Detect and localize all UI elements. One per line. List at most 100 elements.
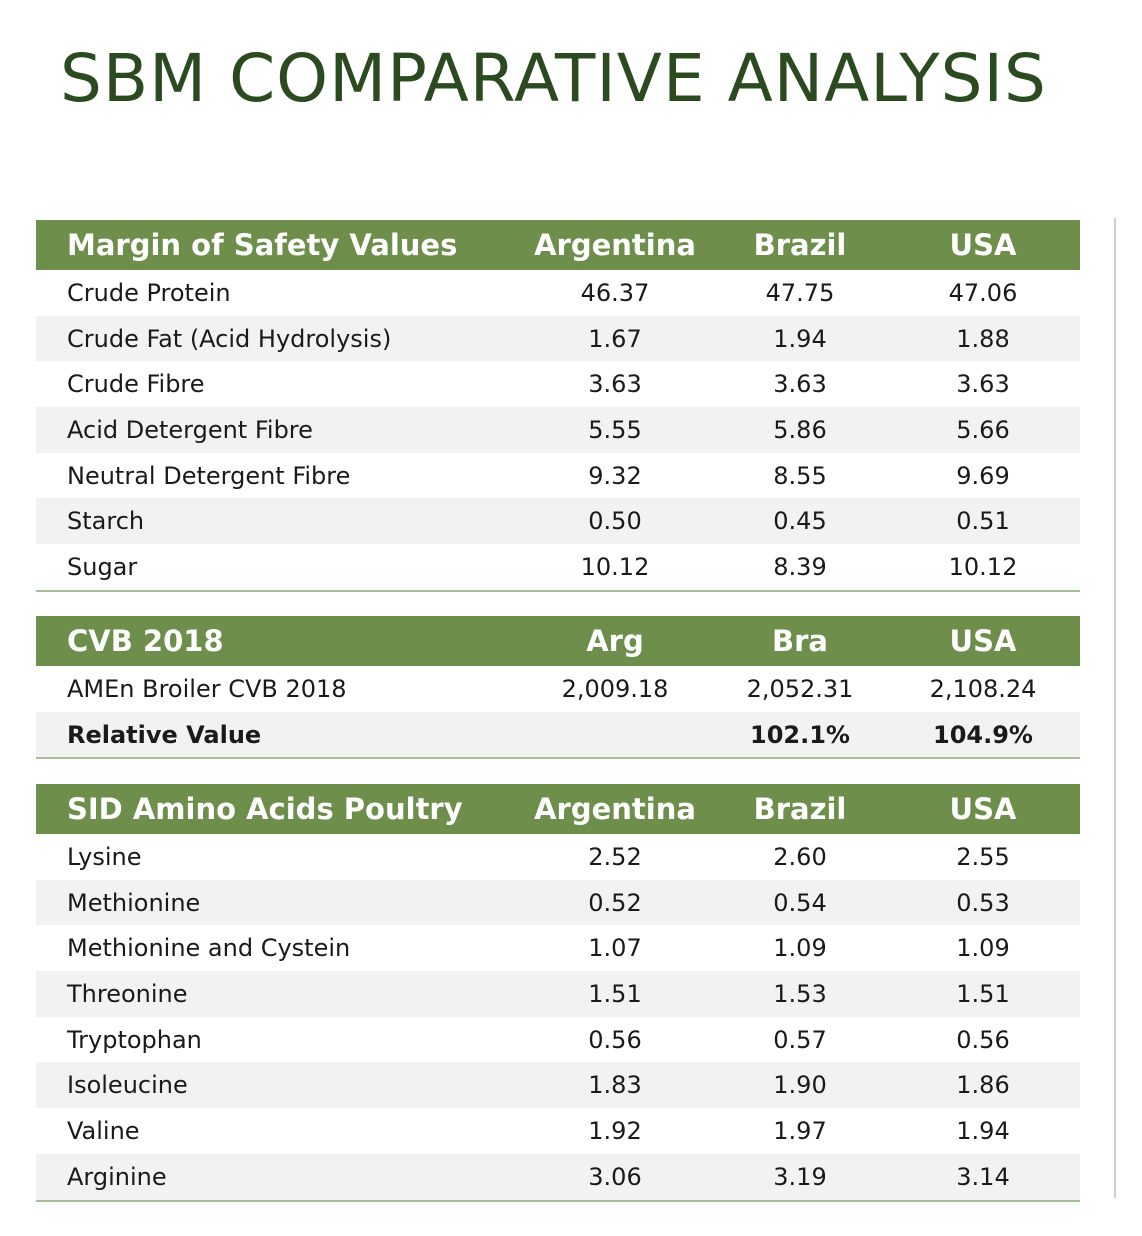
cell-value: 9.32 <box>588 461 642 490</box>
table-row: Methionine 0.52 0.54 0.53 <box>36 879 1080 926</box>
row-label: Lysine <box>67 842 142 871</box>
header-column: USA <box>949 624 1017 658</box>
cell-value: 0.53 <box>956 888 1010 917</box>
cell-value: 9.69 <box>956 461 1010 490</box>
cell-value: 0.57 <box>773 1025 827 1054</box>
row-label: Relative Value <box>67 720 262 749</box>
row-label: Methionine and Cystein <box>67 934 351 963</box>
cell-value: 8.55 <box>773 461 827 490</box>
cell-value: 5.66 <box>956 415 1010 444</box>
table-row: Starch 0.50 0.45 0.51 <box>36 498 1080 545</box>
row-label: AMEn Broiler CVB 2018 <box>67 674 347 703</box>
cell-value: 1.97 <box>773 1116 827 1145</box>
cell-value: 1.53 <box>773 979 827 1008</box>
table-row: Neutral Detergent Fibre 9.32 8.55 9.69 <box>36 453 1080 499</box>
cell-value: 2,052.31 <box>746 674 854 703</box>
cell-value: 8.39 <box>773 552 827 581</box>
cell-value: 5.55 <box>588 415 642 444</box>
header-column: Brazil <box>753 228 847 262</box>
table-row: Crude Protein 46.37 47.75 47.06 <box>36 270 1080 316</box>
cell-value: 1.90 <box>773 1071 827 1100</box>
cell-value: 0.50 <box>588 507 642 536</box>
cell-value: 3.14 <box>956 1162 1010 1191</box>
cell-value: 1.51 <box>588 979 642 1008</box>
sid-amino-acids-table: SID Amino Acids Poultry Argentina Brazil US… <box>36 784 1080 1202</box>
header-column: Brazil <box>753 792 847 826</box>
header-column: Bra <box>772 624 828 658</box>
cell-value: 1.94 <box>773 324 827 353</box>
page-title: SBM COMPARATIVE ANALYSIS <box>60 40 1047 117</box>
table-row: Methionine and Cystein 1.07 1.09 1.09 <box>36 925 1080 971</box>
cell-value: 102.1% <box>750 720 850 749</box>
cell-value: 5.86 <box>773 415 827 444</box>
table-row: Isoleucine 1.83 1.90 1.86 <box>36 1062 1080 1109</box>
table-row: Sugar 10.12 8.39 10.12 <box>36 544 1080 590</box>
cell-value: 47.06 <box>948 278 1018 307</box>
cvb-2018-table: CVB 2018 Arg Bra USA AMEn Broiler CVB 2018 2,… <box>36 616 1080 760</box>
table-row: Threonine 1.51 1.53 1.51 <box>36 971 1080 1017</box>
cell-value: 1.92 <box>588 1116 642 1145</box>
cell-value: 0.45 <box>773 507 827 536</box>
cell-value: 46.37 <box>580 278 650 307</box>
table-header: Margin of Safety Values Argentina Brazil US… <box>36 220 1080 270</box>
row-label: Crude Protein <box>67 278 231 307</box>
header-title: SID Amino Acids Poultry <box>67 792 463 826</box>
cell-value: 0.54 <box>773 888 827 917</box>
cell-value: 2.60 <box>773 842 827 871</box>
header-title: CVB 2018 <box>67 624 224 658</box>
row-label: Methionine <box>67 888 201 917</box>
cell-value: 1.83 <box>588 1071 642 1100</box>
table-row: Valine 1.92 1.97 1.94 <box>36 1108 1080 1154</box>
cell-value: 3.19 <box>773 1162 827 1191</box>
row-label: Starch <box>67 507 145 536</box>
header-title: Margin of Safety Values <box>67 228 458 262</box>
cell-value: 2.55 <box>956 842 1010 871</box>
table-row: Relative Value 102.1% 104.9% <box>36 711 1080 758</box>
cell-value: 1.51 <box>956 979 1010 1008</box>
row-label: Arginine <box>67 1162 167 1191</box>
row-label: Crude Fat (Acid Hydrolysis) <box>67 324 392 353</box>
table-row: Tryptophan 0.56 0.57 0.56 <box>36 1017 1080 1063</box>
cell-value: 3.63 <box>588 370 642 399</box>
cell-value: 10.12 <box>580 552 650 581</box>
table-row: Crude Fibre 3.63 3.63 3.63 <box>36 361 1080 407</box>
table-header: SID Amino Acids Poultry Argentina Brazil US… <box>36 784 1080 834</box>
table-row: AMEn Broiler CVB 2018 2,009.18 2,052.31 2,1… <box>36 666 1080 712</box>
row-label: Isoleucine <box>67 1071 188 1100</box>
row-label: Crude Fibre <box>67 370 205 399</box>
cell-value: 2,009.18 <box>561 674 669 703</box>
cell-value: 2.52 <box>588 842 642 871</box>
table-header: CVB 2018 Arg Bra USA <box>36 616 1080 666</box>
row-label: Acid Detergent Fibre <box>67 415 313 444</box>
row-label: Tryptophan <box>67 1025 202 1054</box>
cell-value: 3.06 <box>588 1162 642 1191</box>
margin-of-safety-table: Margin of Safety Values Argentina Brazil US… <box>36 220 1080 592</box>
divider <box>1114 218 1116 1198</box>
cell-value: 1.88 <box>956 324 1010 353</box>
table-row: Acid Detergent Fibre 5.55 5.86 5.66 <box>36 407 1080 453</box>
row-label: Threonine <box>67 979 188 1008</box>
cell-value: 1.07 <box>588 934 642 963</box>
row-label: Valine <box>67 1116 140 1145</box>
cell-value: 0.56 <box>588 1025 642 1054</box>
cell-value: 1.94 <box>956 1116 1010 1145</box>
header-column: USA <box>949 792 1017 826</box>
cell-value: 3.63 <box>956 370 1010 399</box>
table-row: Crude Fat (Acid Hydrolysis) 1.67 1.94 1.88 <box>36 315 1080 362</box>
cell-value: 47.75 <box>765 278 835 307</box>
cell-value: 0.56 <box>956 1025 1010 1054</box>
cell-value: 1.09 <box>773 934 827 963</box>
cell-value: 10.12 <box>948 552 1018 581</box>
table-row: Lysine 2.52 2.60 2.55 <box>36 834 1080 880</box>
cell-value: 0.51 <box>956 507 1010 536</box>
header-column: Arg <box>586 624 644 658</box>
cell-value: 2,108.24 <box>929 674 1037 703</box>
header-column: Argentina <box>534 792 696 826</box>
cell-value: 0.52 <box>588 888 642 917</box>
cell-value: 1.86 <box>956 1071 1010 1100</box>
header-column: Argentina <box>534 228 696 262</box>
cell-value: 1.09 <box>956 934 1010 963</box>
table-row: Arginine 3.06 3.19 3.14 <box>36 1153 1080 1200</box>
row-label: Sugar <box>67 552 138 581</box>
cell-value: 3.63 <box>773 370 827 399</box>
